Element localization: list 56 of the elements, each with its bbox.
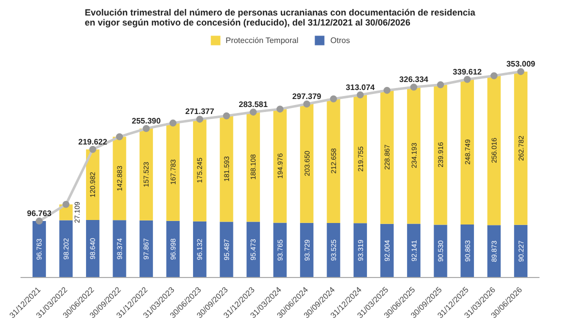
legend-label: Otros: [330, 36, 350, 44]
bar: [166, 123, 180, 221]
bar: [193, 221, 206, 278]
bar: [193, 119, 206, 222]
bar: [380, 90, 394, 224]
data-label: 283.581: [238, 100, 268, 110]
point: [89, 146, 96, 153]
chart-title: Evolución trimestral del número de personas ucranianas con documentación de residencia en vigor según motivo de concesión (reducido), del 31/12/2021 al 30/06/2026: [84, 8, 476, 28]
bar: [273, 109, 287, 223]
point: [490, 72, 498, 80]
point: [276, 106, 284, 113]
bar: [140, 128, 153, 220]
bar: [354, 94, 367, 224]
bar: [140, 220, 153, 278]
data-label: 339.612: [452, 67, 482, 76]
point: [36, 218, 43, 225]
data-label: 96.763: [26, 209, 52, 218]
point: [169, 120, 176, 127]
bar: [246, 222, 260, 278]
point: [116, 133, 123, 140]
bar: [354, 223, 367, 278]
point: [196, 116, 204, 123]
point: [142, 125, 150, 132]
bar: [407, 87, 420, 224]
bar: [460, 79, 474, 224]
bar: [487, 76, 501, 226]
bar: [246, 112, 260, 222]
data-label: 271.377: [185, 107, 215, 116]
point: [437, 81, 444, 88]
bar: [514, 224, 528, 278]
bar: [514, 72, 528, 225]
bar: [300, 104, 314, 223]
bar: [460, 224, 474, 278]
data-label: 219.622: [78, 137, 108, 146]
bar: [407, 224, 420, 278]
data-label: 255.390: [132, 116, 162, 126]
point: [410, 84, 418, 91]
bar: [220, 116, 234, 222]
point: [62, 200, 70, 208]
data-label: 353.009: [506, 60, 536, 69]
bar: [300, 222, 314, 278]
point: [464, 76, 471, 83]
point: [222, 112, 230, 120]
point: [356, 91, 364, 98]
bar: [86, 220, 100, 278]
point: [517, 68, 524, 76]
data-label: 326.334: [399, 75, 429, 84]
point: [250, 108, 257, 116]
point: [384, 86, 391, 94]
data-label: 297.379: [292, 92, 322, 102]
bar: [434, 84, 448, 225]
legend-label: Protección Temporal: [226, 36, 298, 44]
bar: [326, 98, 340, 223]
data-label: 313.074: [346, 82, 376, 92]
point: [330, 95, 338, 102]
point: [303, 100, 310, 108]
